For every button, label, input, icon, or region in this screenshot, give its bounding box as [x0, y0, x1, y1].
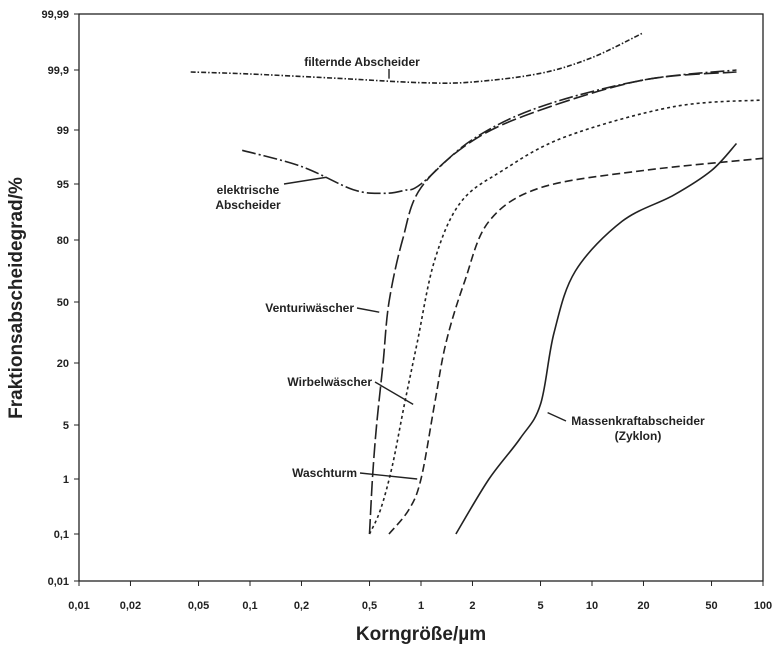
- curves: [190, 31, 764, 535]
- y-tick-label: 5: [63, 420, 69, 432]
- x-tick-label: 0,2: [294, 600, 309, 612]
- x-tick-label: 20: [637, 600, 649, 612]
- y-tick-label: 99: [57, 125, 69, 137]
- y-tick-label: 50: [57, 297, 69, 309]
- annotation-leader: [547, 411, 567, 422]
- x-tick-label: 0,05: [188, 600, 209, 612]
- y-tick-label: 1: [63, 474, 69, 486]
- x-axis-title: Korngröße/µm: [356, 624, 486, 645]
- y-axis-ticks: 0,01 0,1 1 5 20 50 80 95 99 99,9 99,99: [41, 9, 79, 588]
- x-tick-label: 100: [754, 600, 772, 612]
- annotation-leader: [374, 381, 414, 405]
- annotation-label: elektrische Abscheider: [215, 183, 281, 212]
- annotation-leader: [283, 176, 327, 185]
- annotation-label: Wirbelwäscher: [287, 375, 372, 389]
- y-tick-label: 20: [57, 358, 69, 370]
- x-tick-label: 0,02: [120, 600, 141, 612]
- y-tick-label: 99,99: [41, 9, 69, 21]
- curve-annotations: filternde Abscheider elektrische Abscheide…: [215, 55, 705, 480]
- curve-4: [368, 99, 764, 535]
- annotation-leader: [359, 472, 418, 480]
- x-tick-label: 2: [469, 600, 475, 612]
- x-tick-label: 0,01: [68, 600, 89, 612]
- x-tick-label: 10: [586, 600, 598, 612]
- annotation-label: Venturiwäscher: [265, 301, 354, 315]
- curve-1: [190, 31, 644, 84]
- y-tick-label: 99,9: [48, 65, 69, 77]
- y-tick-label: 80: [57, 235, 69, 247]
- x-tick-label: 50: [705, 600, 717, 612]
- x-tick-label: 1: [418, 600, 424, 612]
- curve-5: [388, 157, 764, 535]
- y-axis-title: Fraktionsabscheidegrad/%: [6, 177, 27, 419]
- curve-3: [368, 71, 737, 535]
- y-tick-label: 0,01: [48, 576, 69, 588]
- annotation-leader: [356, 307, 380, 313]
- annotation-label: Massenkraftabscheider (Zyklon): [571, 414, 705, 443]
- x-tick-label: 5: [537, 600, 543, 612]
- plot-frame: [78, 13, 764, 582]
- y-tick-label: 95: [57, 179, 69, 191]
- x-tick-label: 0,5: [362, 600, 377, 612]
- annotation-label: filternde Abscheider: [304, 55, 420, 69]
- curve-6: [455, 142, 738, 535]
- annotation-label: Waschturm: [292, 466, 357, 480]
- y-tick-label: 0,1: [54, 529, 69, 541]
- x-tick-label: 0,1: [242, 600, 257, 612]
- x-axis-ticks: 0,01 0,02 0,05 0,1 0,2 0,5 1 2 5 10 20 50 100: [68, 581, 772, 612]
